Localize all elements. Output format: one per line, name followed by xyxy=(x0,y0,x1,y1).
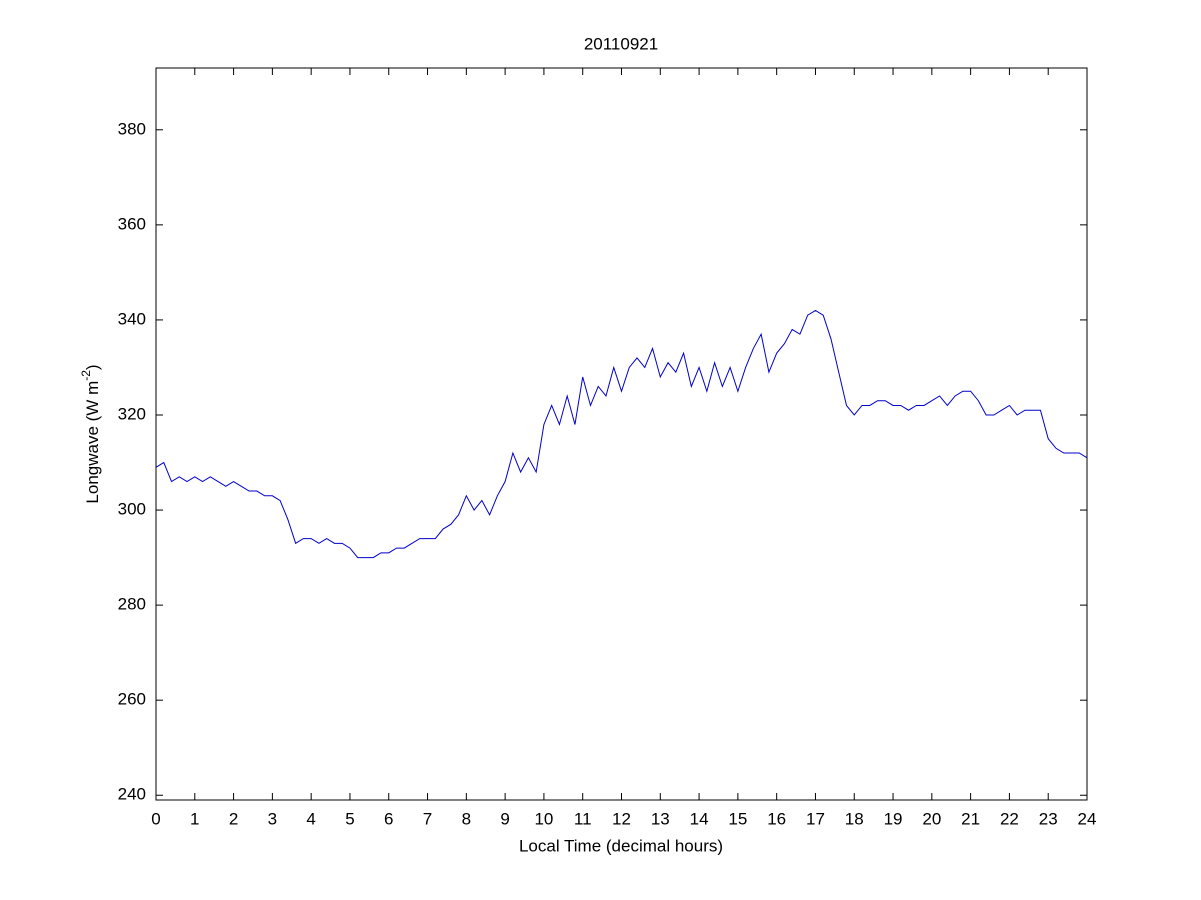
x-tick-label: 20 xyxy=(922,809,941,828)
y-tick-label: 360 xyxy=(118,214,146,233)
y-tick-label: 340 xyxy=(118,309,146,328)
y-tick-label: 320 xyxy=(118,404,146,423)
x-tick-label: 22 xyxy=(1000,809,1019,828)
x-tick-label: 15 xyxy=(728,809,747,828)
x-tick-label: 19 xyxy=(884,809,903,828)
x-tick-label: 12 xyxy=(612,809,631,828)
y-axis-label-text: Longwave (W m xyxy=(83,381,102,504)
x-tick-label: 11 xyxy=(574,809,592,828)
x-tick-label: 4 xyxy=(306,809,315,828)
y-tick-label: 240 xyxy=(118,785,146,804)
x-tick-label: 17 xyxy=(806,809,825,828)
x-tick-label: 16 xyxy=(767,809,786,828)
x-tick-label: 1 xyxy=(190,809,199,828)
x-tick-label: 10 xyxy=(534,809,553,828)
x-tick-label: 2 xyxy=(229,809,238,828)
x-tick-label: 14 xyxy=(690,809,709,828)
x-tick-label: 24 xyxy=(1078,809,1097,828)
y-axis-label: Longwave (W m-2) xyxy=(79,364,102,503)
y-tick-label: 300 xyxy=(118,500,146,519)
x-tick-label: 18 xyxy=(845,809,864,828)
x-tick-label: 5 xyxy=(345,809,354,828)
chart-title: 20110921 xyxy=(584,34,658,53)
x-tick-label: 9 xyxy=(500,809,509,828)
x-axis-label: Local Time (decimal hours) xyxy=(519,836,723,855)
y-tick-label: 380 xyxy=(118,119,146,138)
y-tick-label: 260 xyxy=(118,690,146,709)
x-tick-label: 21 xyxy=(961,809,980,828)
x-tick-label: 3 xyxy=(268,809,277,828)
y-tick-label: 280 xyxy=(118,595,146,614)
x-tick-label: 13 xyxy=(651,809,670,828)
x-tick-label: 0 xyxy=(151,809,160,828)
x-tick-label: 23 xyxy=(1039,809,1058,828)
x-tick-label: 8 xyxy=(462,809,471,828)
y-axis-label-suffix: ) xyxy=(83,364,102,370)
x-tick-label: 7 xyxy=(423,809,432,828)
y-axis-label-sup: -2 xyxy=(79,370,93,381)
data-line xyxy=(155,309,1088,559)
x-tick-label: 6 xyxy=(384,809,393,828)
